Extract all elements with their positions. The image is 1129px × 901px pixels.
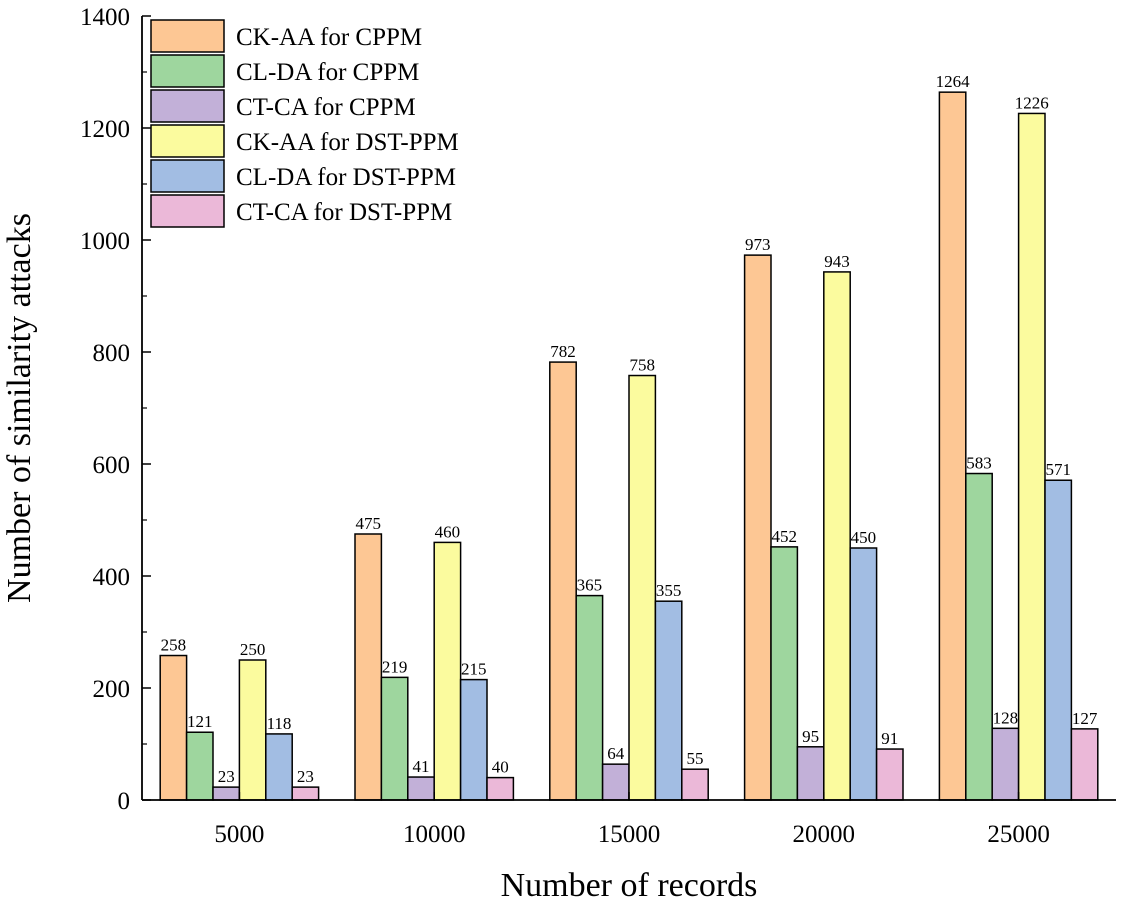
data-label: 23: [297, 767, 314, 786]
bar-5-20000: [849, 547, 878, 801]
data-label: 1226: [1015, 93, 1049, 112]
data-label: 943: [824, 252, 850, 271]
legend-swatch-4: [150, 124, 225, 158]
bar-3-20000: [796, 746, 825, 801]
bar-5-10000: [459, 678, 488, 801]
data-label: 450: [851, 528, 877, 547]
bar-4-5000: [238, 659, 267, 801]
legend-swatch-6: [150, 194, 225, 228]
bar-1-25000: [938, 91, 967, 801]
bar-5-5000: [265, 733, 293, 801]
legend-label-6: CT-CA for DST-PPM: [236, 199, 452, 226]
data-label: 583: [966, 454, 992, 473]
bar-2-20000: [770, 546, 799, 801]
y-tick-label: 200: [93, 676, 131, 703]
bar-2-5000: [185, 731, 214, 801]
data-label: 452: [771, 527, 797, 546]
bar-3-10000: [407, 776, 435, 801]
bar-2-15000: [575, 594, 604, 801]
bar-4-15000: [628, 374, 657, 801]
y-tick-label: 0: [118, 788, 131, 815]
bar-3-5000: [212, 786, 241, 801]
data-label: 215: [461, 660, 487, 679]
data-label: 91: [881, 729, 898, 748]
bar-2-10000: [380, 676, 409, 801]
data-label: 365: [577, 576, 603, 595]
bar-1-5000: [159, 654, 188, 801]
bar-1-15000: [549, 361, 577, 801]
legend-label-2: CL-DA for CPPM: [236, 59, 419, 86]
data-label: 121: [187, 712, 213, 731]
data-label: 55: [687, 749, 704, 768]
bar-6-10000: [486, 776, 515, 801]
y-tick-label: 1200: [80, 116, 130, 143]
legend-label-3: CT-CA for CPPM: [236, 94, 416, 121]
data-label: 219: [382, 657, 408, 676]
x-axis-title: Number of records: [501, 867, 758, 901]
data-label: 40: [492, 758, 509, 777]
data-label: 64: [607, 744, 625, 763]
data-label: 460: [435, 522, 461, 541]
bar-4-10000: [433, 541, 462, 801]
y-tick-label: 1000: [80, 228, 130, 255]
bar-6-5000: [291, 786, 320, 801]
data-label: 41: [413, 757, 430, 776]
bar-6-25000: [1070, 728, 1099, 801]
bar-6-20000: [875, 748, 904, 801]
legend: CK-AA for CPPM CL-DA for CPPM CT-CA for CP…: [150, 19, 459, 228]
data-label: 258: [161, 636, 187, 655]
bar-1-10000: [354, 533, 383, 801]
legend-swatch-2: [150, 54, 225, 88]
bar-5-25000: [1044, 479, 1073, 801]
data-label: 250: [240, 640, 266, 659]
y-tick-label: 400: [93, 564, 131, 591]
bar-6-15000: [681, 768, 709, 801]
legend-swatch-3: [150, 89, 225, 123]
bar-4-20000: [823, 271, 851, 801]
legend-label-5: CL-DA for DST-PPM: [236, 164, 456, 191]
x-tick-label: 25000: [987, 821, 1050, 848]
data-label: 127: [1072, 709, 1098, 728]
data-label: 355: [656, 581, 682, 600]
data-label: 758: [629, 356, 655, 375]
y-tick-label: 600: [93, 452, 131, 479]
bar-5-15000: [654, 600, 683, 801]
data-label: 475: [355, 514, 381, 533]
bars-layer: 258 121 23 250 118 23 475 219 41 460 215 40 782 365 64…: [159, 72, 1099, 801]
y-axis-title: Number of similarity attacks: [1, 213, 38, 603]
y-tick-label: 800: [93, 340, 131, 367]
x-tick-label: 15000: [598, 821, 661, 848]
data-label: 118: [267, 714, 292, 733]
x-tick-label: 5000: [214, 821, 264, 848]
axes-layer: 5000 10000 15000 20000 25000 0 200 400 600 800 100…: [80, 4, 1116, 848]
bar-1-20000: [743, 254, 772, 801]
data-label: 128: [993, 708, 1019, 727]
data-label: 782: [550, 342, 576, 361]
legend-swatch-1: [150, 19, 225, 53]
x-tick-label: 20000: [793, 821, 856, 848]
data-label: 1264: [936, 72, 971, 91]
bar-2-25000: [965, 472, 993, 801]
legend-label-4: CK-AA for DST-PPM: [236, 129, 459, 156]
legend-swatch-5: [150, 159, 225, 193]
legend-label-1: CK-AA for CPPM: [236, 24, 422, 51]
bar-4-25000: [1017, 112, 1046, 801]
data-label: 973: [745, 235, 771, 254]
data-label: 23: [218, 767, 235, 786]
data-label: 95: [802, 727, 819, 746]
x-tick-label: 10000: [403, 821, 466, 848]
bar-3-25000: [991, 727, 1020, 801]
bar-3-15000: [601, 763, 630, 801]
y-tick-label: 1400: [80, 4, 130, 31]
data-label: 571: [1045, 460, 1071, 479]
